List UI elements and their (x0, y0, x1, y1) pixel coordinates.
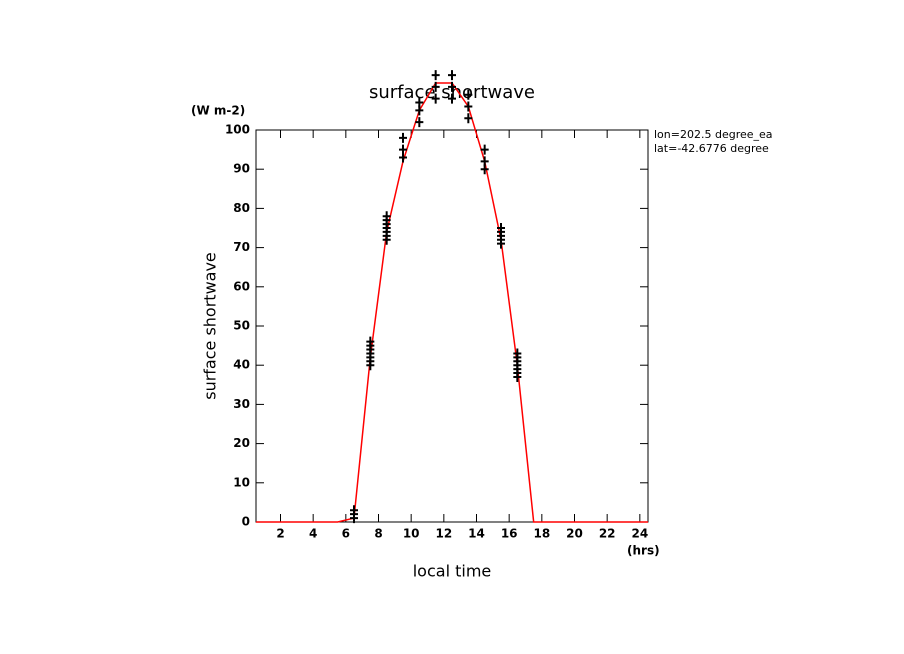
y-axis-label: surface shortwave (201, 252, 220, 400)
x-tick-label: 14 (468, 527, 485, 541)
y-tick-label: 90 (233, 162, 250, 176)
x-tick-label: 6 (342, 527, 350, 541)
data-point (448, 70, 456, 81)
y-units: (W m-2) (191, 104, 245, 118)
x-tick-label: 18 (533, 527, 550, 541)
data-line (256, 82, 648, 523)
data-point (464, 113, 473, 124)
y-tick-label: 70 (233, 240, 250, 254)
x-axis-label: local time (413, 562, 492, 581)
data-point (497, 223, 505, 233)
data-point (431, 70, 440, 81)
data-point (399, 144, 407, 155)
x-tick-label: 2 (276, 527, 284, 541)
data-point (448, 81, 456, 92)
data-point (431, 93, 440, 104)
chart-title: surface shortwave (369, 82, 535, 103)
x-tick-label: 20 (566, 527, 583, 541)
x-units: (hrs) (627, 544, 660, 558)
x-tick-label: 10 (403, 527, 420, 541)
data-point (431, 81, 440, 92)
y-tick-label: 40 (233, 358, 250, 372)
x-tick-label: 22 (599, 527, 616, 541)
plot-frame (255, 129, 649, 523)
y-tick-label: 100 (225, 123, 250, 137)
y-tick-label: 50 (233, 319, 250, 333)
y-tick-label: 0 (242, 515, 250, 529)
data-point (480, 144, 489, 155)
x-tick-label: 24 (631, 527, 648, 541)
data-point (513, 348, 522, 359)
data-point (415, 97, 424, 108)
data-point (448, 93, 456, 104)
x-tick-label: 8 (374, 527, 382, 541)
x-tick-label: 12 (435, 527, 452, 541)
data-point (480, 156, 489, 167)
annotation: lat=-42.6776 degree (654, 142, 769, 155)
y-tick-label: 20 (233, 436, 250, 450)
data-point (399, 132, 407, 143)
y-tick-label: 30 (233, 397, 250, 411)
x-tick-label: 16 (501, 527, 518, 541)
y-tick-label: 60 (233, 279, 250, 293)
data-point (350, 505, 358, 516)
y-tick-label: 80 (233, 201, 250, 215)
data-point (464, 89, 473, 100)
data-point (464, 101, 473, 112)
y-tick-label: 10 (233, 475, 250, 489)
data-point (382, 211, 391, 222)
data-point (366, 336, 375, 347)
data-point (415, 117, 424, 128)
annotation: lon=202.5 degree_ea (654, 128, 773, 141)
x-tick-label: 4 (309, 527, 317, 541)
